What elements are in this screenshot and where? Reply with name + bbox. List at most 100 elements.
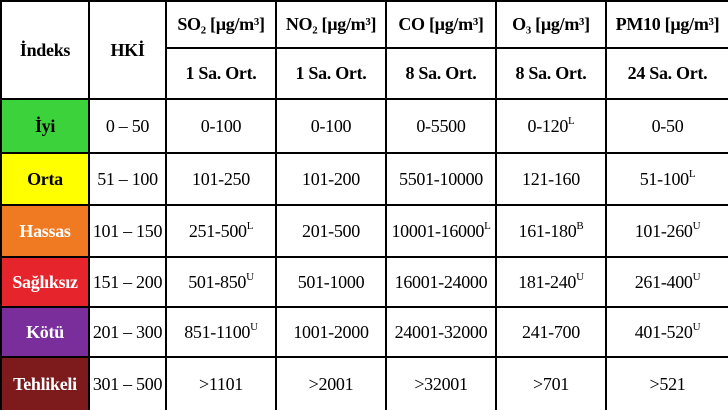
limit-cell: 241-700: [495, 306, 607, 358]
limit-cell: >1101: [165, 356, 277, 410]
pollutant-name: NO₂ [µg/m³]: [275, 0, 387, 49]
limit-value: >521: [649, 373, 686, 394]
limit-cell: 101-260U: [605, 204, 728, 258]
index-label: Tehlikeli: [0, 356, 90, 410]
limit-value: 401-520: [634, 321, 693, 342]
limit-value: 101-260: [634, 220, 693, 241]
table-header: İndeks HKİ SO₂ [µg/m³] NO₂ [µg/m³] CO [µg/…: [0, 0, 728, 100]
limit-cell: >521: [605, 356, 728, 410]
table-row: Kötü 201 – 300 851-1100U 1001-2000 24001-320…: [0, 306, 728, 358]
limit-cell: 261-400U: [605, 256, 728, 308]
limit-value: 0-100: [200, 115, 242, 136]
limit-value: 0-5500: [416, 115, 466, 136]
limit-value: 101-200: [302, 168, 360, 189]
limit-note: U: [692, 219, 701, 232]
limit-note: U: [692, 270, 701, 283]
limit-value: 851-1100: [184, 321, 251, 342]
index-label: Hassas: [0, 204, 90, 258]
limit-cell: 1001-2000: [275, 306, 387, 358]
limit-cell: 181-240U: [495, 256, 607, 308]
limit-cell: 201-500: [275, 204, 387, 258]
limit-value: 0-100: [310, 115, 352, 136]
table-row: Hassas 101 – 150 251-500L 201-500 10001-1600…: [0, 204, 728, 258]
limit-cell: 0-5500: [385, 98, 497, 154]
limit-cell: 251-500L: [165, 204, 277, 258]
table-row: İyi 0 – 50 0-100 0-100 0-5500 0-120L 0-50: [0, 98, 728, 154]
averaging-period: 1 Sa. Ort.: [275, 47, 387, 100]
limit-cell: 0-100: [165, 98, 277, 154]
limit-note: U: [692, 320, 701, 333]
header-row: İndeks HKİ SO₂ [µg/m³] NO₂ [µg/m³] CO [µg/…: [0, 0, 728, 100]
limit-note: U: [250, 320, 258, 333]
limit-value: 101-250: [192, 168, 250, 189]
limit-value: >32001: [414, 373, 468, 394]
limit-value: 201-500: [302, 220, 360, 241]
table-row: Sağlıksız 151 – 200 501-850U 501-1000 16001-…: [0, 256, 728, 308]
limit-cell: 501-850U: [165, 256, 277, 308]
limit-cell: 501-1000: [275, 256, 387, 308]
hki-range: 0 – 50: [88, 98, 167, 154]
limit-note: B: [576, 219, 584, 232]
limit-cell: >32001: [385, 356, 497, 410]
limit-value: 0-50: [651, 115, 684, 136]
limit-value: 161-180: [518, 220, 577, 241]
header-cell: HKİ: [88, 0, 167, 100]
limit-note: U: [576, 270, 584, 283]
averaging-period: 8 Sa. Ort.: [385, 47, 497, 100]
limit-value: 16001-24000: [394, 271, 488, 292]
limit-cell: 10001-16000L: [385, 204, 497, 258]
limit-value: >2001: [308, 373, 354, 394]
limit-cell: 101-250: [165, 152, 277, 206]
limit-value: 261-400: [634, 271, 693, 292]
limit-cell: 5501-10000: [385, 152, 497, 206]
limit-note: L: [246, 219, 254, 232]
index-label: Sağlıksız: [0, 256, 90, 308]
header-cell: İndeks: [0, 0, 90, 100]
table-row: Tehlikeli 301 – 500 >1101 >2001 >32001 >701 >5…: [0, 356, 728, 410]
limit-value: 51-100: [639, 168, 690, 189]
averaging-period: 1 Sa. Ort.: [165, 47, 277, 100]
limit-value: 501-850: [188, 271, 247, 292]
averaging-period: 24 Sa. Ort.: [605, 47, 728, 100]
hki-range: 301 – 500: [88, 356, 167, 410]
limit-cell: 401-520U: [605, 306, 728, 358]
limit-cell: 16001-24000: [385, 256, 497, 308]
index-label: Kötü: [0, 306, 90, 358]
table-body: İyi 0 – 50 0-100 0-100 0-5500 0-120L 0-50 Orta 5…: [0, 98, 728, 410]
limit-value: 10001-16000: [391, 220, 485, 241]
limit-cell: 0-100: [275, 98, 387, 154]
limit-cell: >2001: [275, 356, 387, 410]
pollutant-name: PM10 [µg/m³]: [605, 0, 728, 49]
limit-value: 501-1000: [297, 271, 365, 292]
limit-value: >1101: [199, 373, 243, 394]
averaging-period: 8 Sa. Ort.: [495, 47, 607, 100]
limit-cell: 101-200: [275, 152, 387, 206]
header-row: 1 Sa. Ort. 1 Sa. Ort. 8 Sa. Ort. 8 Sa. Ort.…: [1, 47, 728, 100]
pollutant-name: CO [µg/m³]: [385, 0, 497, 49]
pollutant-name: O₃ [µg/m³]: [495, 0, 607, 49]
limit-note: L: [568, 114, 575, 127]
hki-range: 101 – 150: [88, 204, 167, 258]
limit-cell: >701: [495, 356, 607, 410]
limit-cell: 24001-32000: [385, 306, 497, 358]
limit-value: 121-160: [522, 168, 580, 189]
limit-cell: 161-180B: [495, 204, 607, 258]
limit-note: L: [484, 219, 491, 232]
limit-value: >701: [533, 373, 569, 394]
limit-cell: 51-100L: [605, 152, 728, 206]
limit-cell: 0-120L: [495, 98, 607, 154]
limit-value: 24001-32000: [394, 321, 488, 342]
index-label: Orta: [0, 152, 90, 206]
limit-value: 0-120: [527, 115, 569, 136]
limit-value: 1001-2000: [293, 321, 369, 342]
hki-range: 51 – 100: [88, 152, 167, 206]
hki-range: 151 – 200: [88, 256, 167, 308]
limit-cell: 0-50: [605, 98, 728, 154]
limit-value: 5501-10000: [399, 168, 483, 189]
table-row: Orta 51 – 100 101-250 101-200 5501-10000 121-…: [0, 152, 728, 206]
hki-range: 201 – 300: [88, 306, 167, 358]
limit-value: 241-700: [522, 321, 580, 342]
limit-value: 181-240: [518, 271, 577, 292]
